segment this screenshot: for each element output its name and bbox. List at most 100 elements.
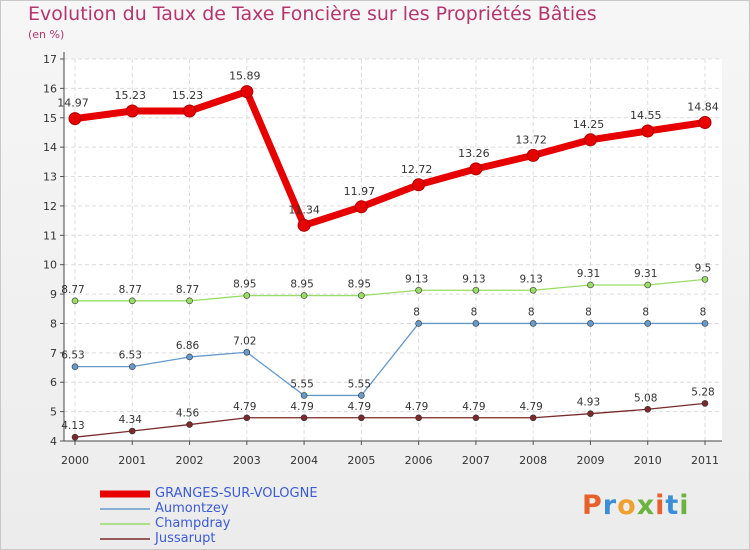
- data-label: 15.23: [172, 89, 204, 102]
- data-point: [587, 320, 594, 327]
- legend-item-jussarupt[interactable]: Jussarupt: [100, 531, 318, 546]
- x-tick-label: 2007: [462, 454, 490, 467]
- data-point: [472, 414, 480, 422]
- data-label: 9.13: [405, 273, 428, 285]
- data-point: [701, 400, 709, 407]
- data-label: 8: [700, 306, 707, 318]
- data-point: [415, 414, 422, 422]
- data-point: [358, 392, 365, 399]
- data-point: [300, 414, 308, 422]
- data-label: 9.31: [577, 268, 600, 280]
- logo-letter: t: [665, 490, 680, 521]
- data-label: 13.72: [515, 133, 547, 146]
- data-point: [529, 414, 537, 422]
- data-point: [587, 281, 594, 289]
- legend-swatch-jussarupt: [100, 537, 150, 540]
- data-point: [472, 320, 480, 327]
- legend-label-aumontzey: Aumontzey: [155, 501, 229, 516]
- y-tick-label: 17: [43, 53, 57, 66]
- data-point: [297, 218, 311, 232]
- x-tick-label: 2011: [691, 454, 719, 467]
- plot-area: [64, 59, 722, 441]
- data-point: [587, 410, 594, 417]
- y-tick-label: 6: [50, 376, 57, 389]
- data-label: 14.97: [57, 97, 89, 110]
- data-label: 4.34: [119, 414, 143, 426]
- legend-swatch-aumontzey: [100, 507, 150, 510]
- data-label: 11.34: [288, 203, 320, 216]
- data-point: [701, 320, 709, 327]
- data-point: [243, 292, 251, 299]
- x-tick-label: 2006: [405, 454, 433, 467]
- data-point: [529, 320, 537, 327]
- data-point: [128, 297, 136, 305]
- data-point: [240, 85, 254, 99]
- legend-label-champdray: Champdray: [155, 516, 231, 531]
- chart-subtitle: (en %): [28, 28, 65, 41]
- data-point: [71, 433, 79, 441]
- legend-item-aumontzey[interactable]: Aumontzey: [100, 501, 318, 516]
- y-tick-label: 15: [43, 112, 57, 125]
- logo-letter: i: [679, 490, 690, 521]
- data-point: [300, 292, 308, 299]
- data-label: 8.77: [119, 284, 142, 296]
- data-label: 8.95: [348, 279, 371, 291]
- data-label: 4.13: [61, 420, 84, 432]
- logo-letter: o: [617, 490, 637, 521]
- data-point: [469, 162, 483, 176]
- data-label: 11.97: [344, 185, 376, 198]
- data-point: [186, 297, 193, 305]
- data-point: [186, 353, 193, 361]
- x-tick-label: 2001: [118, 454, 146, 467]
- data-label: 15.23: [115, 89, 147, 102]
- logo-letter: x: [636, 490, 656, 521]
- legend-swatch-champdray: [100, 522, 150, 525]
- data-label: 8: [642, 306, 649, 318]
- x-tick-label: 2008: [519, 454, 547, 467]
- legend-item-champdray[interactable]: Champdray: [100, 516, 318, 531]
- data-point: [415, 286, 422, 294]
- data-point: [701, 276, 709, 283]
- legend-item-granges[interactable]: GRANGES-SUR-VOLOGNE: [100, 486, 318, 501]
- series-line-granges-sur-vologne: [71, 88, 709, 229]
- data-point: [644, 405, 652, 413]
- data-label: 5.28: [691, 386, 714, 398]
- data-label: 8: [585, 306, 592, 318]
- data-point: [128, 363, 136, 370]
- data-label: 9.13: [519, 273, 542, 285]
- data-label: 5.08: [634, 392, 657, 404]
- data-point: [412, 178, 426, 192]
- y-tick-label: 4: [50, 435, 57, 448]
- legend-label-granges: GRANGES-SUR-VOLOGNE: [155, 486, 318, 501]
- x-tick-label: 2003: [233, 454, 261, 467]
- x-tick-label: 2010: [634, 454, 662, 467]
- x-tick-label: 2005: [347, 454, 375, 467]
- data-point: [526, 148, 540, 162]
- data-label: 8.77: [61, 284, 84, 296]
- y-tick-label: 12: [43, 200, 57, 213]
- data-label: 8: [471, 306, 478, 318]
- x-tick-label: 2009: [576, 454, 604, 467]
- data-point: [71, 363, 79, 370]
- x-tick-label: 2004: [290, 454, 318, 467]
- data-label: 8.77: [176, 284, 199, 296]
- data-point: [300, 392, 308, 399]
- data-point: [644, 320, 652, 327]
- data-label: 5.55: [290, 378, 313, 390]
- data-label: 5.55: [348, 378, 371, 390]
- series-line-aumontzey: [74, 322, 706, 397]
- data-label: 4.79: [290, 401, 313, 413]
- data-label: 4.79: [405, 401, 428, 413]
- data-label: 4.79: [462, 401, 485, 413]
- data-label: 6.53: [61, 350, 84, 362]
- x-tick-label: 2000: [61, 454, 89, 467]
- chart-title: Evolution du Taux de Taxe Foncière sur l…: [28, 3, 597, 25]
- logo-letter: P: [582, 490, 603, 521]
- x-tick-label: 2002: [176, 454, 204, 467]
- data-point: [243, 348, 251, 356]
- data-point: [529, 286, 537, 294]
- data-point: [358, 292, 365, 299]
- legend: GRANGES-SUR-VOLOGNE Aumontzey Champdray …: [100, 486, 318, 546]
- y-tick-label: 11: [43, 229, 57, 242]
